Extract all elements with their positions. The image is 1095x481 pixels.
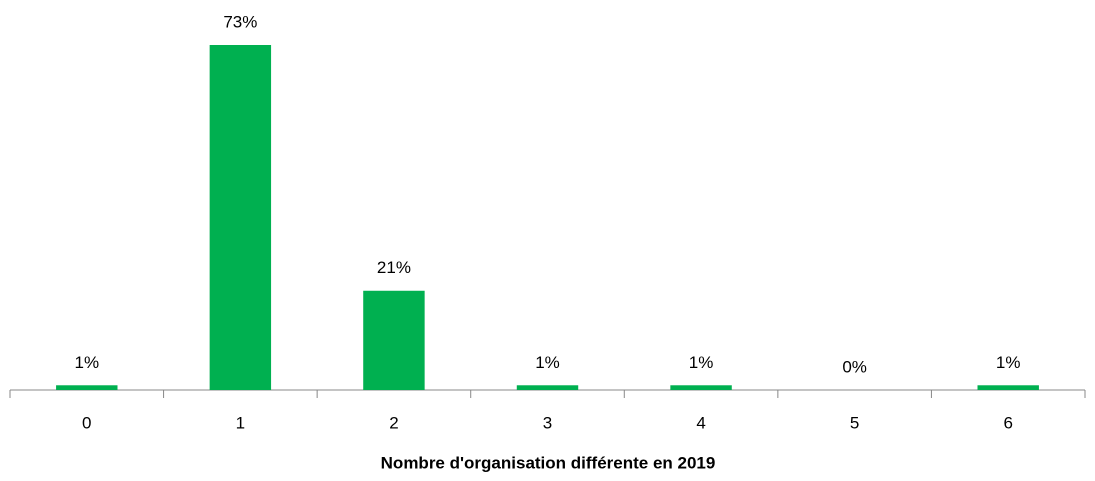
value-label: 1% xyxy=(74,353,99,372)
bar xyxy=(516,385,579,390)
value-label: 21% xyxy=(377,258,411,277)
bar xyxy=(56,385,118,390)
x-tick-label: 6 xyxy=(1003,413,1012,432)
x-tick-label: 4 xyxy=(696,413,705,432)
value-label: 1% xyxy=(689,353,714,372)
value-label: 0% xyxy=(842,357,867,376)
x-tick-label: 0 xyxy=(82,413,91,432)
value-label: 1% xyxy=(996,353,1021,372)
x-axis-title: Nombre d'organisation différente en 2019 xyxy=(381,453,716,472)
x-tick-label: 2 xyxy=(389,413,398,432)
bar xyxy=(670,385,732,390)
bar xyxy=(363,290,425,390)
bar xyxy=(977,385,1039,390)
value-label: 73% xyxy=(223,12,257,31)
bar xyxy=(209,45,272,390)
x-tick-label: 5 xyxy=(850,413,859,432)
x-tick-label: 3 xyxy=(543,413,552,432)
x-tick-label: 1 xyxy=(236,413,245,432)
value-label: 1% xyxy=(535,353,560,372)
